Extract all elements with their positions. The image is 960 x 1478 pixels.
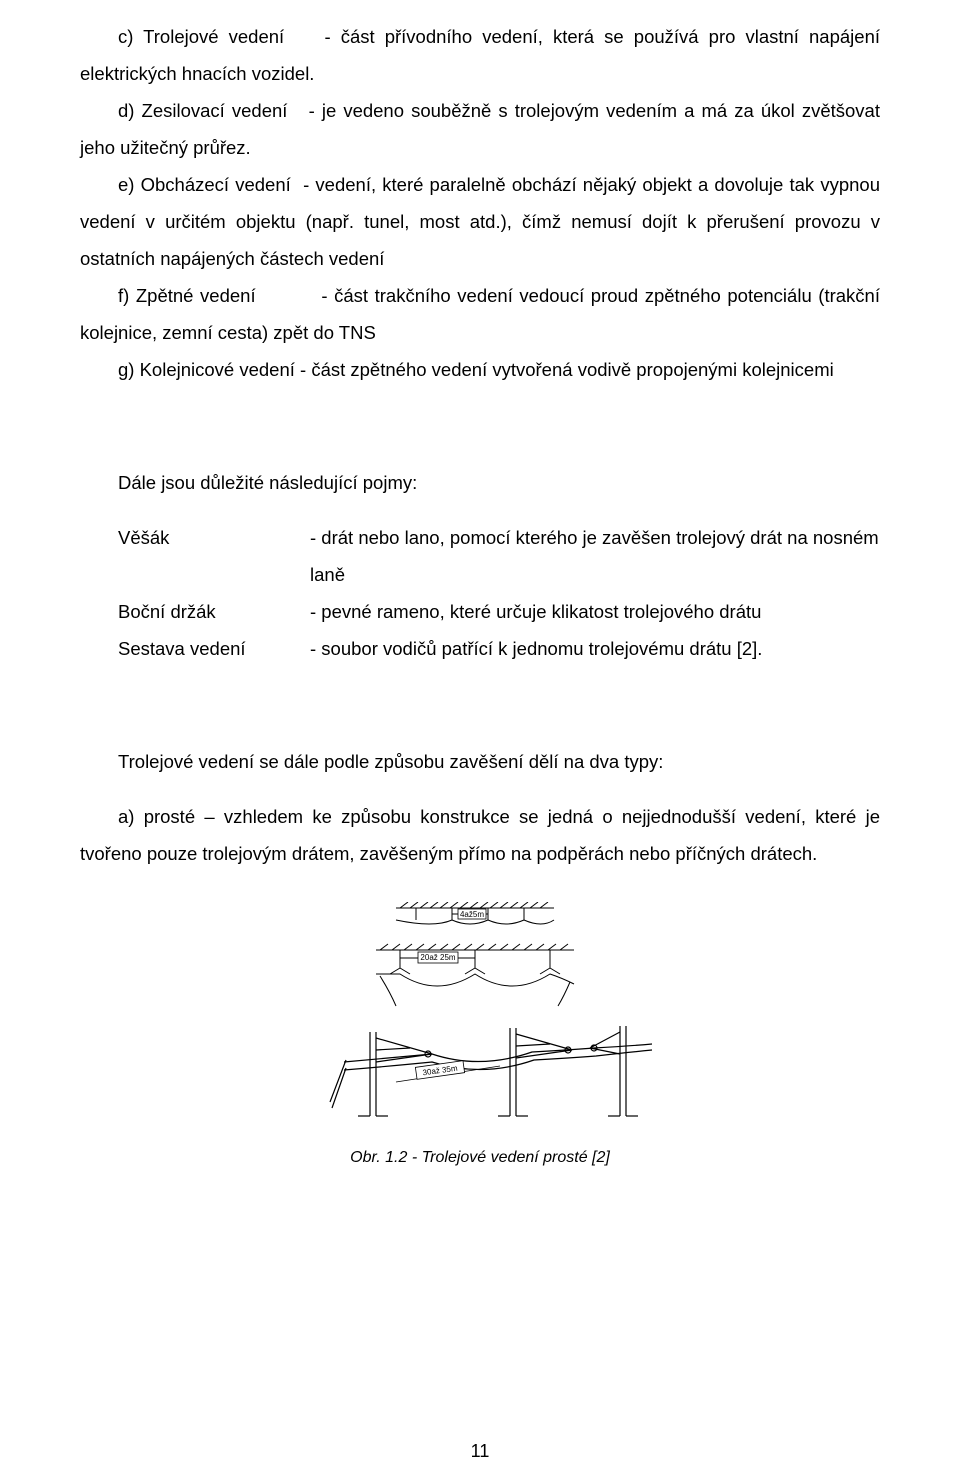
paragraph-c: c) Trolejové vedení - část přívodního ve… (80, 18, 880, 92)
term-name: Sestava vedení (80, 630, 310, 667)
figure-1-2: 4až5m (80, 902, 880, 1167)
terms-intro: Dále jsou důležité následující pojmy: (80, 464, 880, 501)
term-row: Boční držák - pevné rameno, které určuje… (80, 593, 880, 630)
term-row: Věšák - drát nebo lano, pomocí kterého j… (80, 519, 880, 593)
overhead-line-diagram-icon: 4až5m (300, 902, 660, 1122)
types-intro: Trolejové vedení se dále podle způsobu z… (80, 743, 880, 780)
dim-label-top: 4až5m (460, 910, 484, 919)
figure-caption: Obr. 1.2 - Trolejové vedení prosté [2] (80, 1149, 880, 1167)
dim-label-mid: 20až 25m (420, 953, 455, 962)
paragraph-e: e) Obcházecí vedení - vedení, které para… (80, 166, 880, 277)
term-name: Věšák (80, 519, 310, 593)
paragraph-g: g) Kolejnicové vedení - část zpětného ve… (80, 351, 880, 388)
document-page: c) Trolejové vedení - část přívodního ve… (0, 0, 960, 1478)
term-definition: - drát nebo lano, pomocí kterého je zavě… (310, 519, 880, 593)
term-definition: - soubor vodičů patřící k jednomu trolej… (310, 630, 880, 667)
type-a: a) prosté – vzhledem ke způsobu konstruk… (80, 798, 880, 872)
page-number: 11 (0, 1441, 960, 1462)
term-definition: - pevné rameno, které určuje klikatost t… (310, 593, 880, 630)
term-name: Boční držák (80, 593, 310, 630)
paragraph-d: d) Zesilovací vedení - je vedeno souběžn… (80, 92, 880, 166)
term-row: Sestava vedení - soubor vodičů patřící k… (80, 630, 880, 667)
terms-table: Věšák - drát nebo lano, pomocí kterého j… (80, 519, 880, 667)
paragraph-f: f) Zpětné vedení - část trakčního vedení… (80, 277, 880, 351)
